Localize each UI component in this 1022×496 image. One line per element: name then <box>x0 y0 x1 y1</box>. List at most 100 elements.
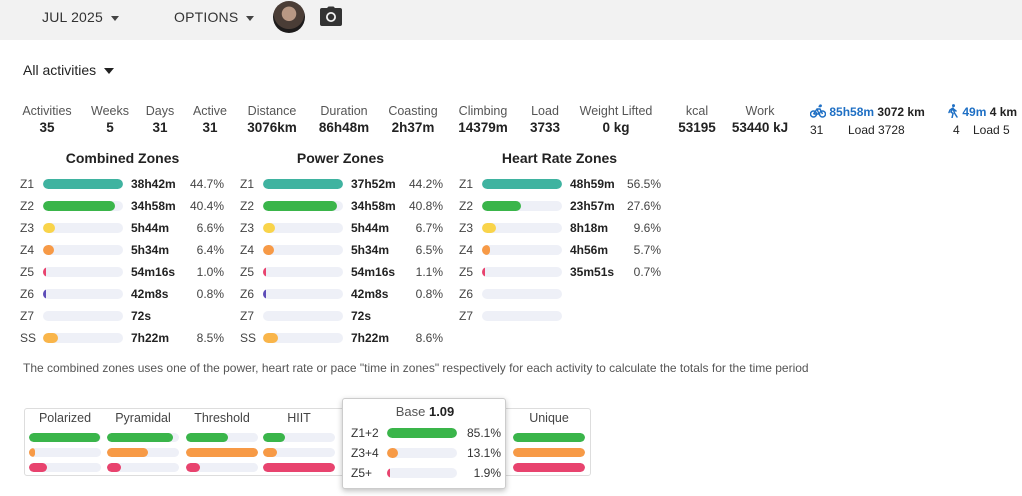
zone-bar <box>43 245 123 255</box>
zone-row: Z7 72s <box>20 308 250 324</box>
stat-label: Days <box>145 104 175 118</box>
stat-value: 53195 <box>678 120 716 135</box>
zone-row: SS 7h22m 8.6% <box>240 330 470 346</box>
zone-percent: 44.2% <box>408 177 443 191</box>
zone-time: 7h22m <box>351 331 390 345</box>
distribution-bar-fill <box>29 463 47 472</box>
stat-work: Work 53440 kJ <box>710 104 810 135</box>
zone-time: 42m8s <box>131 287 169 301</box>
zone-bar-fill <box>263 201 338 211</box>
distribution-bar-fill <box>513 463 585 472</box>
distribution-bar <box>107 433 179 442</box>
stat-label: Distance <box>247 104 297 118</box>
sport-summary-ride[interactable]: 85h58m 3072 km 31 Load 3728 <box>809 104 925 137</box>
month-selector[interactable]: JUL 2025 <box>42 9 120 25</box>
zone-bar-fill <box>263 267 266 277</box>
zone-row: Z5 54m16s 1.0% <box>20 264 250 280</box>
zone-bar <box>43 267 123 277</box>
zone-bar-fill <box>43 179 123 189</box>
combined-zones-title: Combined Zones <box>65 150 180 166</box>
zone-label: Z5 <box>240 265 255 279</box>
stat-climbing: Climbing 14379m <box>433 104 533 135</box>
zone-percent: 1.0% <box>196 265 224 279</box>
zone-row: Z4 4h56m 5.7% <box>459 242 689 258</box>
distribution-pyramidal[interactable]: Pyramidal <box>107 411 179 472</box>
zone-label: Z4 <box>240 243 255 257</box>
distribution-bar-fill <box>513 433 585 442</box>
distribution-bar <box>29 463 101 472</box>
zone-bar <box>263 245 343 255</box>
stat-value: 3076km <box>247 120 297 135</box>
zone-bar-fill <box>43 223 55 233</box>
camera-icon[interactable] <box>320 6 342 31</box>
zone-row: Z1 37h52m 44.2% <box>240 176 470 192</box>
tooltip-row: Z5+ 1.9% <box>351 465 501 481</box>
zone-percent: 27.6% <box>626 199 661 213</box>
zone-percent: 6.7% <box>415 221 443 235</box>
distribution-label: Threshold <box>194 411 250 425</box>
tooltip-row-percent: 1.9% <box>473 466 501 480</box>
stat-value: 35 <box>39 120 55 135</box>
power-zones-title: Power Zones <box>296 150 385 166</box>
distribution-threshold[interactable]: Threshold <box>186 411 258 472</box>
zone-time: 5h44m <box>351 221 390 235</box>
tooltip-bar <box>387 428 457 438</box>
zone-row: Z4 5h34m 6.4% <box>20 242 250 258</box>
distribution-unique[interactable]: Unique <box>513 411 585 472</box>
stat-label: Coasting <box>388 104 438 118</box>
zone-row: Z3 5h44m 6.6% <box>20 220 250 236</box>
zone-percent: 1.1% <box>415 265 443 279</box>
zone-bar-fill <box>263 179 343 189</box>
zone-label: Z6 <box>459 287 474 301</box>
stat-duration: Duration 86h48m <box>294 104 394 135</box>
zone-bar-fill <box>482 201 522 211</box>
zone-bar <box>43 201 123 211</box>
avatar[interactable] <box>273 1 305 33</box>
distribution-bar-fill <box>107 463 122 472</box>
distribution-hiit[interactable]: HIIT <box>263 411 335 472</box>
zone-row: SS 7h22m 8.5% <box>20 330 250 346</box>
stat-value: 5 <box>106 120 114 135</box>
sport-summary-walk[interactable]: 49m 4 km 4 Load 5 <box>947 104 1017 137</box>
stat-kcal: kcal 53195 <box>647 104 747 135</box>
zone-percent: 0.8% <box>415 287 443 301</box>
zone-row: Z7 72s <box>240 308 470 324</box>
walk-count: 4 <box>953 123 960 137</box>
distribution-polarized[interactable]: Polarized <box>29 411 101 472</box>
zone-bar-fill <box>43 333 59 343</box>
zone-label: Z6 <box>240 287 255 301</box>
zone-bar <box>263 223 343 233</box>
chevron-down-icon <box>246 15 255 21</box>
zone-label: Z6 <box>20 287 35 301</box>
zone-percent: 9.6% <box>633 221 661 235</box>
options-menu[interactable]: OPTIONS <box>174 9 255 25</box>
zone-bar-fill <box>482 223 496 233</box>
tooltip-row-percent: 13.1% <box>466 446 501 460</box>
tooltip-row-label: Z1+2 <box>351 426 379 440</box>
stat-value: 3733 <box>529 120 561 135</box>
zone-label: Z1 <box>459 177 474 191</box>
zone-percent: 0.7% <box>633 265 661 279</box>
zone-row: Z3 8h18m 9.6% <box>459 220 689 236</box>
zone-bar <box>482 289 562 299</box>
stat-label: Work <box>745 104 775 118</box>
zone-bar <box>482 245 562 255</box>
tooltip-bar-fill <box>387 428 457 438</box>
zone-percent: 6.5% <box>415 243 443 257</box>
distribution-bar <box>29 433 101 442</box>
zone-time: 54m16s <box>131 265 176 279</box>
stat-days: Days 31 <box>110 104 210 135</box>
stat-label: Weeks <box>91 104 129 118</box>
zone-bar <box>482 223 562 233</box>
stat-weight-lifted: Weight Lifted 0 kg <box>566 104 666 135</box>
tooltip-row: Z1+2 85.1% <box>351 425 501 441</box>
zone-bar <box>263 201 343 211</box>
zone-row: Z1 48h59m 56.5% <box>459 176 689 192</box>
distribution-label: Unique <box>529 411 569 425</box>
zone-row: Z4 5h34m 6.5% <box>240 242 470 258</box>
zone-bar-fill <box>482 267 485 277</box>
activity-filter[interactable]: All activities <box>23 62 115 78</box>
stat-label: Load <box>531 104 559 118</box>
stat-coasting: Coasting 2h37m <box>363 104 463 135</box>
zone-percent: 40.4% <box>189 199 224 213</box>
